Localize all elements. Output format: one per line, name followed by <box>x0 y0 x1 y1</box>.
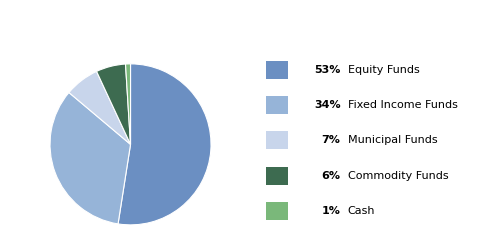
Wedge shape <box>69 72 130 144</box>
Text: Commodity Funds: Commodity Funds <box>347 170 447 180</box>
Wedge shape <box>118 64 210 225</box>
Text: 7%: 7% <box>321 135 340 145</box>
Text: Sector Diversification: Sector Diversification <box>6 14 201 29</box>
Text: Fixed Income Funds: Fixed Income Funds <box>347 100 457 110</box>
Text: 34%: 34% <box>313 100 340 110</box>
FancyBboxPatch shape <box>266 96 287 114</box>
Wedge shape <box>96 64 130 144</box>
FancyBboxPatch shape <box>266 202 287 220</box>
Text: Municipal Funds: Municipal Funds <box>347 135 436 145</box>
FancyBboxPatch shape <box>266 166 287 184</box>
Text: Equity Funds: Equity Funds <box>347 65 419 75</box>
Wedge shape <box>50 92 130 224</box>
Text: 6%: 6% <box>321 170 340 180</box>
Text: Cash: Cash <box>347 206 375 216</box>
FancyBboxPatch shape <box>266 61 287 79</box>
Text: 1%: 1% <box>321 206 340 216</box>
FancyBboxPatch shape <box>266 131 287 150</box>
Text: 53%: 53% <box>314 65 340 75</box>
Wedge shape <box>125 64 130 144</box>
